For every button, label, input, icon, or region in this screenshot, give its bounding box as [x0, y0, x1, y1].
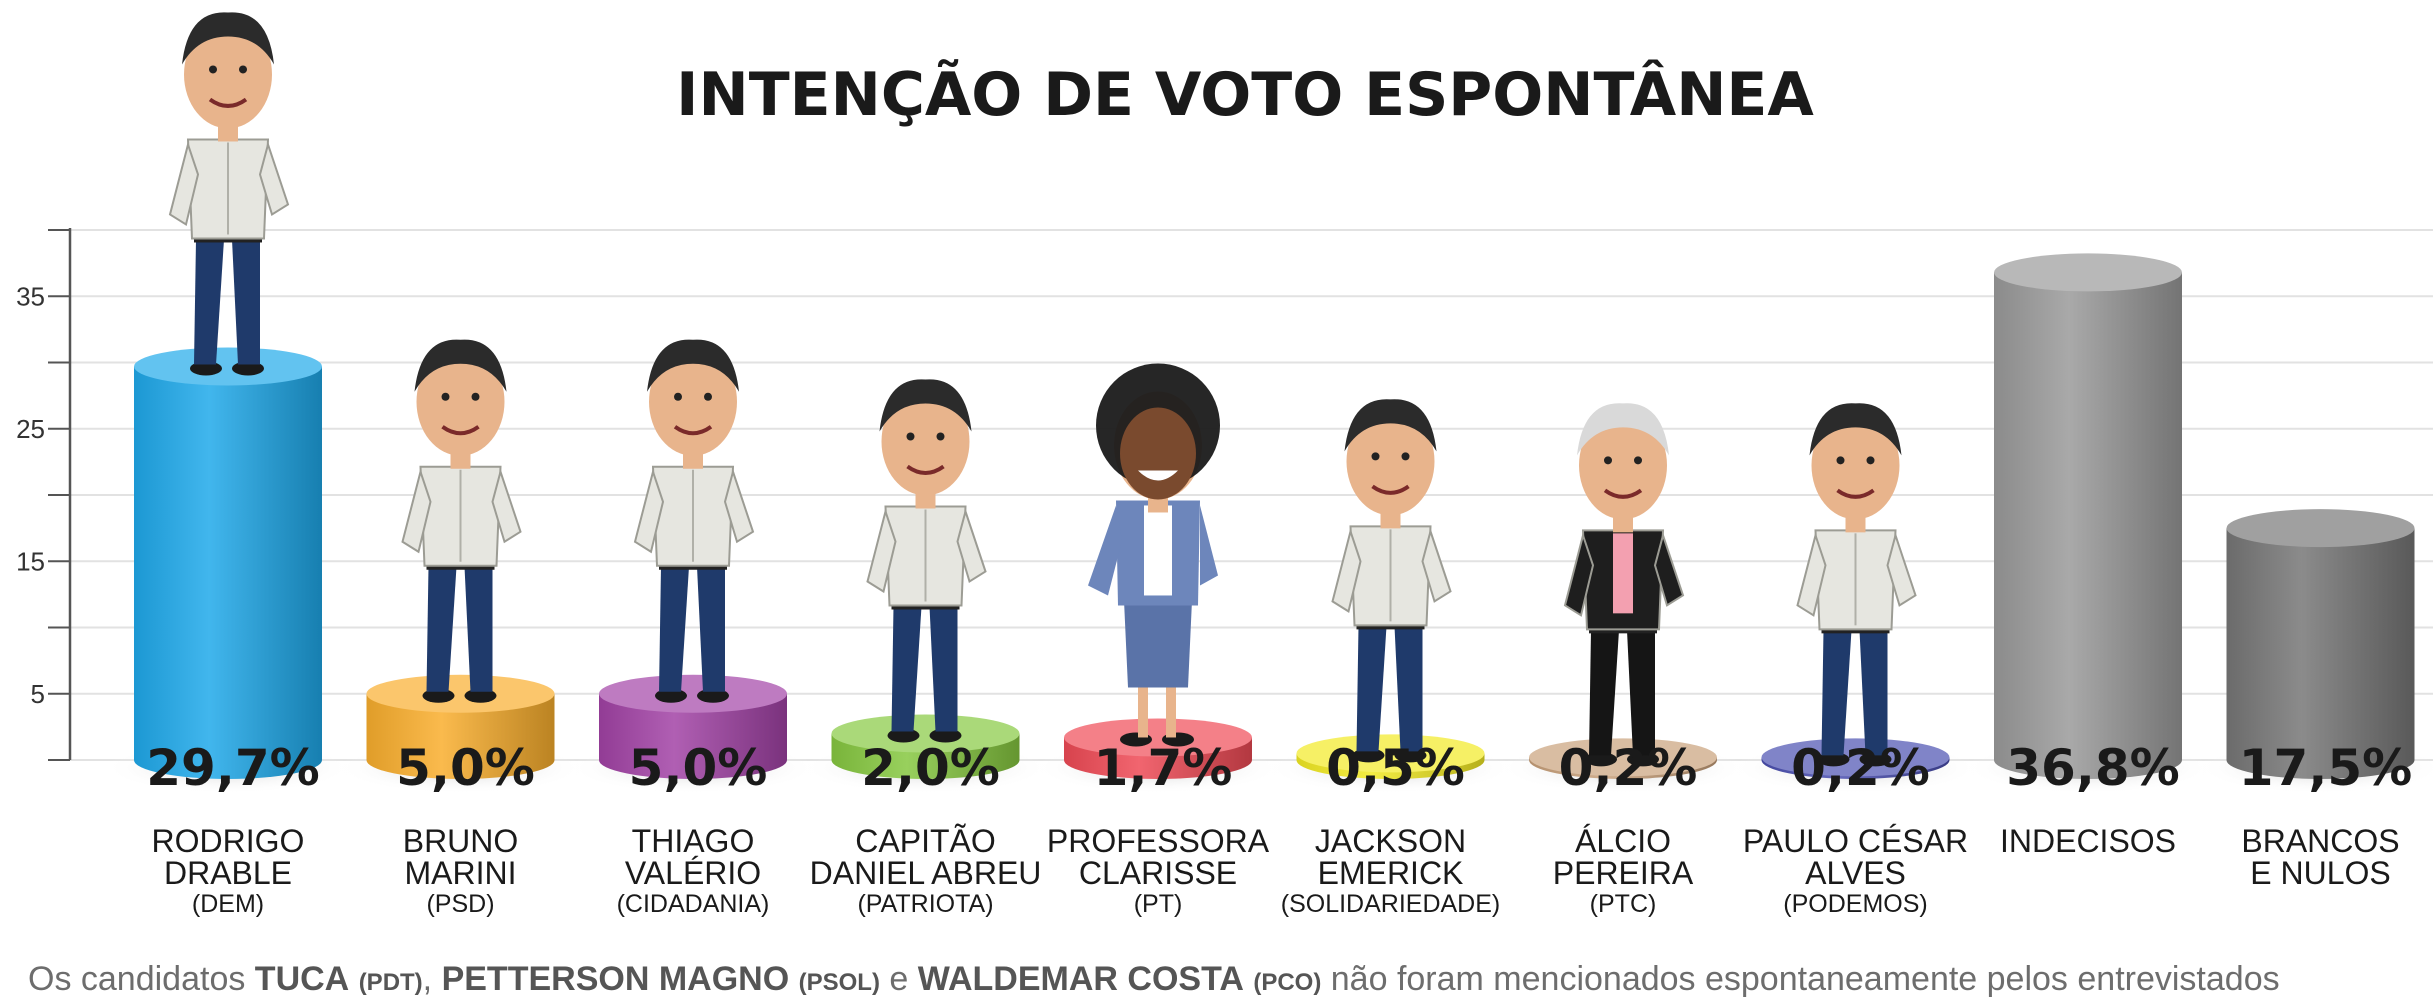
- footnote-candidate-party: (PSOL): [798, 969, 880, 996]
- footnote: Os candidatos TUCA (PDT), PETTERSON MAGN…: [28, 960, 2428, 999]
- candidate-caricature: [633, 339, 755, 703]
- category-label: DANIEL ABREU: [810, 855, 1042, 891]
- bar-top: [1994, 253, 2182, 292]
- party-label: (PTC): [1590, 890, 1657, 918]
- category-label: E NULOS: [2250, 855, 2390, 891]
- party-label: (DEM): [192, 890, 264, 918]
- category-label: THIAGO: [632, 823, 755, 859]
- value-label: 2,0%: [861, 739, 1000, 797]
- footnote-candidate-party: (PCO): [1253, 969, 1322, 996]
- category-label: PAULO CÉSAR: [1743, 823, 1968, 859]
- bar-8: [1964, 253, 2212, 794]
- party-label: (CIDADANIA): [617, 890, 770, 918]
- value-label: 1,7%: [1094, 739, 1233, 797]
- bar-body: [2226, 528, 2415, 779]
- bar-6: [1499, 403, 1747, 794]
- bar-labels: 29,7%RODRIGODRABLE(DEM)5,0%BRUNOMARINI(P…: [146, 739, 2412, 918]
- bar-2: [569, 339, 817, 794]
- value-label: 29,7%: [146, 739, 319, 797]
- bar-9: [2196, 509, 2433, 794]
- category-label: PEREIRA: [1553, 855, 1694, 891]
- party-label: (PATRIOTA): [857, 890, 993, 918]
- value-label: 5,0%: [396, 739, 535, 797]
- candidate-caricature: [401, 339, 522, 703]
- category-label: VALÉRIO: [625, 855, 761, 891]
- bar-5: [1266, 399, 1515, 794]
- candidate-caricature: [1796, 403, 1917, 767]
- bar-top: [2226, 509, 2415, 548]
- category-label: BRANCOS: [2241, 823, 2399, 859]
- y-tick-label: 25: [16, 414, 45, 444]
- category-label: EMERICK: [1318, 855, 1464, 891]
- value-label: 36,8%: [2006, 739, 2179, 797]
- category-label: CAPITÃO: [855, 823, 995, 859]
- y-axis: 5 15 25 35: [16, 228, 72, 761]
- category-label: DRABLE: [164, 855, 292, 891]
- bar-top: [831, 714, 1020, 753]
- bar-body: [366, 693, 555, 779]
- bar-top: [1296, 734, 1485, 773]
- party-label: (PT): [1134, 890, 1183, 918]
- category-label: RODRIGO: [152, 823, 305, 859]
- footnote-suffix: não foram mencionados espontaneamente pe…: [1321, 960, 2280, 998]
- footnote-space: [349, 960, 358, 998]
- value-label: 5,0%: [629, 739, 768, 797]
- value-label: 0,5%: [1326, 739, 1465, 797]
- category-label: ÁLCIO: [1575, 823, 1671, 859]
- category-label: MARINI: [405, 855, 517, 891]
- footnote-space: [1244, 960, 1253, 998]
- footnote-candidate-name: WALDEMAR COSTA: [917, 960, 1244, 998]
- candidate-caricature: [1563, 403, 1685, 767]
- footnote-space: [789, 960, 798, 998]
- category-label: PROFESSORA: [1047, 823, 1270, 859]
- category-label: BRUNO: [403, 823, 519, 859]
- chart-title: INTENÇÃO DE VOTO ESPONTÂNEA: [676, 58, 1814, 130]
- value-label: 0,2%: [1559, 739, 1698, 797]
- footnote-candidate-name: PETTERSON MAGNO: [441, 960, 790, 998]
- footnote-candidate-party: (PDT): [358, 969, 423, 996]
- bar-top: [366, 674, 555, 713]
- bar-top: [1529, 738, 1717, 777]
- y-tick-label: 5: [31, 679, 45, 709]
- candidate-caricature: [866, 379, 987, 743]
- value-label: 0,2%: [1791, 739, 1930, 797]
- bar-body: [134, 366, 322, 779]
- y-tick-label: 15: [16, 546, 45, 576]
- bar-7: [1731, 403, 1980, 794]
- footnote-prefix: Os candidatos: [28, 960, 255, 998]
- candidate-caricature: [168, 12, 290, 376]
- value-label: 17,5%: [2239, 739, 2412, 797]
- bar-1: [336, 339, 585, 794]
- y-tick-label: 35: [16, 281, 45, 311]
- category-label: ALVES: [1805, 855, 1906, 891]
- bar-body: [599, 693, 787, 779]
- category-label: JACKSON: [1315, 823, 1466, 859]
- party-label: (SOLIDARIEDADE): [1281, 890, 1500, 918]
- bar-3: [801, 379, 1050, 794]
- footnote-conjunction: e: [879, 960, 918, 998]
- bar-body: [1994, 272, 2182, 779]
- footnote-candidate-name: TUCA: [254, 960, 350, 998]
- candidate-caricature: [1088, 363, 1220, 747]
- bar-top: [599, 674, 787, 713]
- bar-0: [104, 12, 352, 794]
- bar-top: [134, 347, 322, 386]
- candidate-caricature: [1331, 399, 1452, 763]
- category-label: CLARISSE: [1079, 855, 1237, 891]
- bars: [104, 12, 2433, 794]
- party-label: (PSD): [426, 890, 494, 918]
- bar-4: [1034, 363, 1282, 794]
- party-label: (PODEMOS): [1783, 890, 1927, 918]
- bar-top: [1064, 718, 1252, 757]
- category-label: INDECISOS: [2000, 823, 2176, 859]
- bar-top: [1761, 738, 1950, 777]
- footnote-separator: ,: [422, 960, 442, 998]
